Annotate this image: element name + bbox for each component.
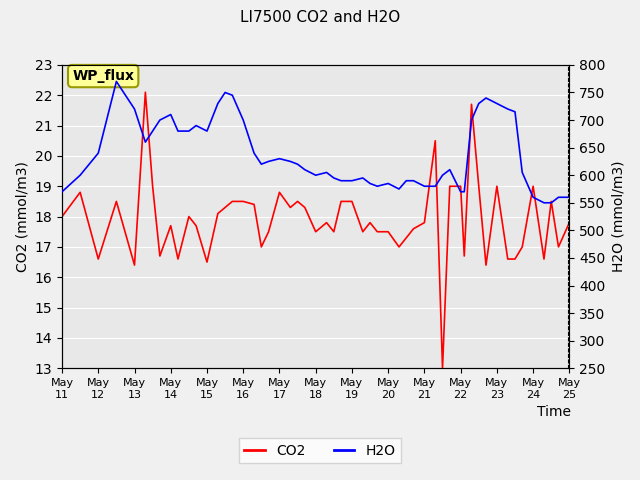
Y-axis label: CO2 (mmol/m3): CO2 (mmol/m3)	[15, 161, 29, 272]
Text: LI7500 CO2 and H2O: LI7500 CO2 and H2O	[240, 10, 400, 24]
X-axis label: Time: Time	[537, 405, 571, 419]
Y-axis label: H2O (mmol/m3): H2O (mmol/m3)	[611, 161, 625, 272]
Text: WP_flux: WP_flux	[72, 69, 134, 83]
Legend: CO2, H2O: CO2, H2O	[239, 438, 401, 464]
